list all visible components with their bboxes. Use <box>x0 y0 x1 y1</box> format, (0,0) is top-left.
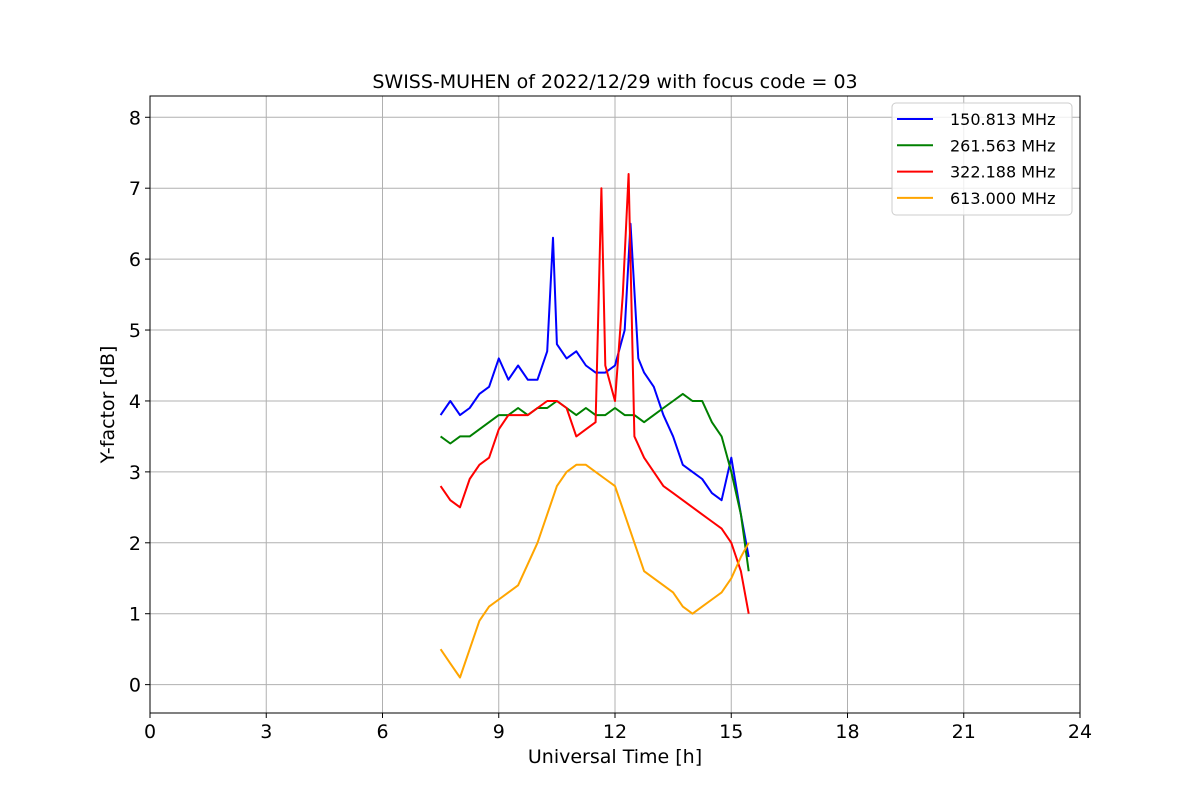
legend-entry-label: 150.813 MHz <box>950 110 1055 129</box>
x-tick-label: 0 <box>144 721 156 743</box>
y-tick-label: 6 <box>129 249 141 271</box>
y-tick-label: 5 <box>129 320 141 342</box>
y-tick-label: 7 <box>129 178 141 200</box>
series-line <box>439 222 750 558</box>
series-line <box>439 173 750 614</box>
legend: 150.813 MHz 261.563 MHz 322.188 MHz 613.000… <box>891 102 1073 216</box>
y-tick-label: 3 <box>129 462 141 484</box>
x-tick-label: 3 <box>260 721 272 743</box>
x-tick-label: 6 <box>376 721 388 743</box>
legend-entry-label: 261.563 MHz <box>950 136 1055 155</box>
x-tick-label: 18 <box>835 721 859 743</box>
series-layer <box>439 173 750 679</box>
y-tick-label: 0 <box>129 675 141 697</box>
x-tick-label: 12 <box>603 721 627 743</box>
legend-entry-label: 322.188 MHz <box>950 163 1055 182</box>
y-tick-label: 4 <box>129 391 141 413</box>
x-tick-label: 24 <box>1068 721 1092 743</box>
y-axis-label: Y-factor [dB] <box>97 346 119 465</box>
x-axis-label: Universal Time [h] <box>528 746 702 768</box>
legend-entry-label: 613.000 MHz <box>950 189 1055 208</box>
x-tick-label: 21 <box>952 721 976 743</box>
series-line <box>439 463 750 679</box>
y-tick-label: 8 <box>129 107 141 129</box>
y-tick-label: 2 <box>129 533 141 555</box>
y-tick-label: 1 <box>129 604 141 626</box>
x-tick-label: 9 <box>493 721 505 743</box>
x-tick-label: 15 <box>719 721 743 743</box>
legend-box <box>891 102 1073 216</box>
chart-title: SWISS-MUHEN of 2022/12/29 with focus cod… <box>372 71 857 93</box>
